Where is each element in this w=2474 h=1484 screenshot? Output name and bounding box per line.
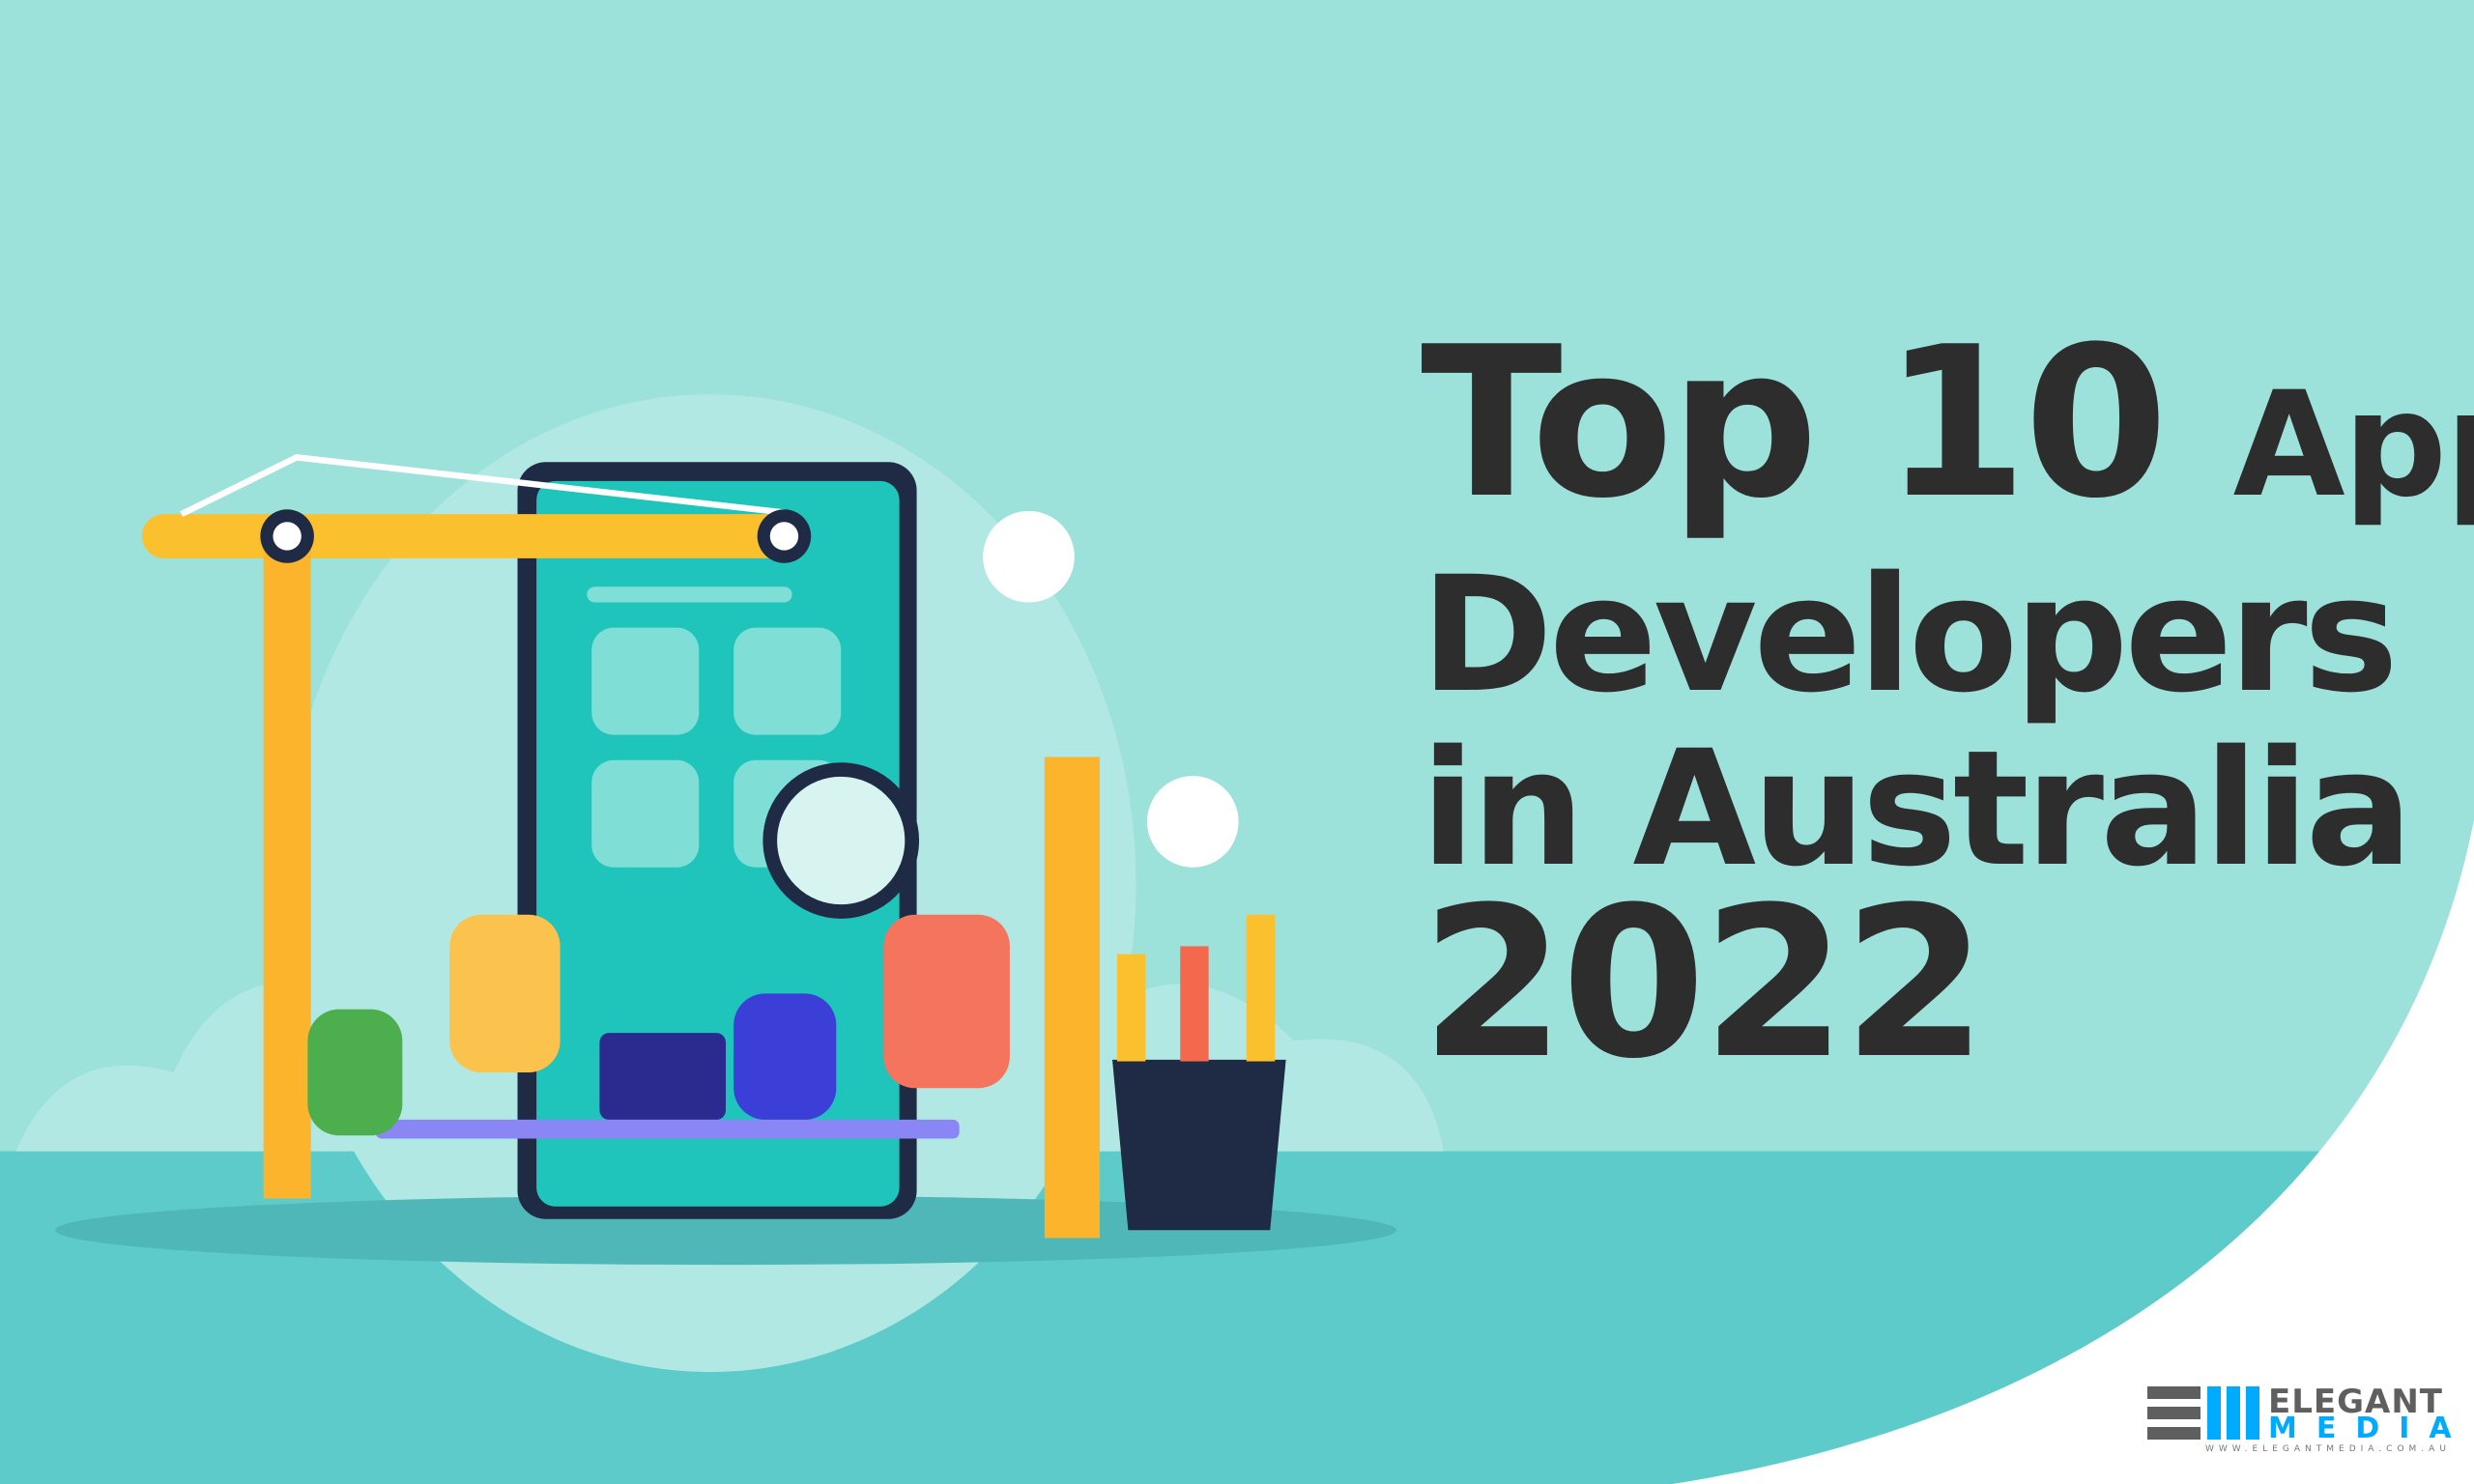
title-app: App [2232, 361, 2474, 529]
title-year: 2022 [1421, 862, 1987, 1104]
logo-word-media: MEDIA [2268, 1412, 2471, 1445]
crane-arm [141, 514, 805, 558]
title-line-1: Top 10 App [1421, 319, 2474, 527]
logo-word-elegant: ELEGANT [2268, 1383, 2443, 1421]
magnifier [762, 762, 920, 919]
ruler [1044, 756, 1100, 1239]
crane-tower [263, 535, 311, 1199]
white-curve [1672, 819, 2474, 1484]
title-line-3: in Australia [1421, 716, 2413, 901]
logo-url: WWW.ELEGANTMEDIA.COM.AU [2205, 1444, 2451, 1454]
desk [375, 1119, 960, 1139]
title-top-10: Top 10 [1421, 301, 2169, 544]
title-line-2: Developers [1421, 542, 2399, 728]
elegant-media-logo: ELEGANT MEDIA WWW.ELEGANTMEDIA.COM.AU [2147, 1383, 2452, 1459]
pen-cup [1112, 1059, 1286, 1231]
people [307, 914, 1010, 1136]
